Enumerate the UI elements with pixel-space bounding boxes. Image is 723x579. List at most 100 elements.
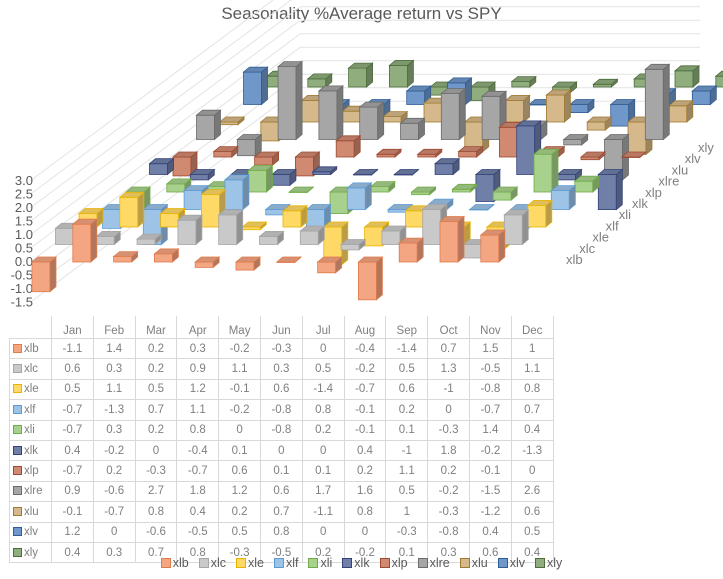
y-tick-label: 1.0 — [15, 227, 33, 242]
table-cell: 1.8 — [427, 439, 470, 462]
bar-xli-sep — [451, 183, 478, 193]
table-cell: 0.6 — [385, 378, 429, 401]
legend-swatch-icon — [417, 558, 428, 568]
gridline-side — [29, 100, 301, 303]
legend-item-xlu: xlu — [459, 556, 488, 570]
bar-xlk-feb — [189, 168, 216, 181]
gridline-side — [29, 0, 293, 195]
bar-xlp-may — [335, 134, 362, 158]
table-cell: 0 — [301, 439, 345, 462]
table-cell: -0.3 — [427, 419, 470, 441]
legend-item-xlv: xlv — [497, 556, 525, 570]
bar-xlk-dec — [597, 168, 624, 211]
table-cell: 0.4 — [468, 521, 512, 543]
table-cell: 0.6 — [259, 378, 303, 401]
bar-xlre-feb — [236, 133, 263, 157]
table-cell: -0.4 — [176, 439, 220, 462]
bar-xlb-aug — [316, 256, 343, 274]
table-cell: 1.2 — [51, 521, 94, 543]
table-cell: -1.1 — [301, 501, 345, 523]
table-cell: -0.1 — [468, 460, 512, 482]
table-header-nov: Nov — [468, 316, 512, 339]
table-cell: -0.7 — [51, 419, 94, 441]
bar-xly-dec — [714, 70, 723, 88]
table-cell: 0 — [259, 439, 303, 462]
bar-xlp-dec — [620, 151, 647, 159]
bar-xlb-sep — [357, 256, 384, 301]
table-header-apr: Apr — [176, 316, 220, 339]
bar-xlv-sep — [568, 98, 596, 114]
table-cell: 0.8 — [176, 541, 220, 564]
table-cell: 0.2 — [301, 419, 345, 441]
bar-xlb-jul — [275, 256, 302, 264]
bar-xlp-nov — [579, 151, 607, 161]
table-cell: -0.3 — [259, 337, 303, 360]
table-cell: 0.5 — [301, 358, 345, 380]
legend-swatch-icon — [236, 558, 246, 568]
table-cell: -0.7 — [92, 501, 136, 523]
table-cell: 1.8 — [176, 480, 220, 503]
legend-item-xlf: xlf — [273, 556, 298, 570]
bars — [30, 59, 723, 301]
bar-xlre-may — [358, 101, 385, 141]
gridline-side — [29, 6, 301, 209]
table-cell: -0.2 — [468, 439, 512, 462]
y-tick-label: -1.5 — [11, 295, 33, 310]
table-cell: 1.1 — [218, 358, 261, 380]
bar-xlc-aug — [339, 238, 367, 251]
table-cell: -1.3 — [510, 439, 554, 462]
table-header-oct: Oct — [427, 316, 470, 339]
table-row-label: xlv — [9, 521, 52, 543]
legend-item-xli: xli — [308, 556, 332, 570]
table-cell: 0 — [301, 337, 345, 360]
legend-swatch-icon — [308, 558, 319, 568]
table-cell: -0.2 — [92, 439, 136, 462]
legend-key-icon — [13, 527, 22, 537]
y-tick-label: 2.0 — [15, 200, 33, 215]
bar-xle-jun — [281, 204, 309, 228]
bar-xlc-mar — [135, 233, 163, 246]
table-header-dec: Dec — [510, 316, 554, 339]
table-cell: 0 — [343, 521, 387, 543]
bar-xlre-jan — [195, 109, 222, 141]
depth-label-xlk: xlk — [632, 196, 648, 211]
table-cell: 0 — [427, 399, 470, 421]
bar-xlk-jun — [352, 168, 379, 176]
bar-xli-aug — [410, 186, 437, 196]
table-cell: 0.5 — [385, 358, 429, 380]
bar-xlk-may — [311, 165, 338, 176]
table-cell: 1.4 — [468, 419, 512, 441]
legend-item-xlre: xlre — [417, 556, 450, 570]
legend-key-icon — [13, 547, 22, 557]
bar-xlk-apr — [270, 168, 298, 187]
y-tick-label: 1.5 — [15, 214, 33, 229]
table-row-label: xlc — [9, 358, 52, 380]
depth-label-xlc: xlc — [579, 241, 595, 256]
depth-label-xlp: xlp — [645, 185, 662, 200]
depth-label-xlv: xlv — [685, 151, 701, 166]
table-cell: 0.4 — [51, 439, 94, 462]
legend-item-xlp: xlp — [379, 556, 408, 570]
table-row-label: xlre — [9, 480, 52, 503]
table-cell: -0.3 — [218, 541, 261, 564]
legend-item-xlc: xlc — [198, 556, 226, 570]
table-cell: 1.3 — [427, 358, 470, 380]
legend-swatch-icon — [342, 558, 353, 568]
table-row: xly 0.4 0.3 0.7 0.8 -0.3 -0.5 0.2 -0.2 0.1 0.3 0.6 0… — [9, 541, 554, 564]
table-cell: 2.6 — [510, 480, 554, 503]
table-cell: 0.1 — [218, 439, 261, 462]
table-row-label: xly — [9, 541, 52, 564]
table-row-label: xli — [9, 419, 52, 441]
bar-xlb-oct — [398, 237, 425, 263]
depth-label-xlre: xlre — [658, 174, 679, 189]
table-cell: 0.9 — [51, 480, 94, 503]
table-cell: 0.6 — [510, 501, 554, 523]
legend-swatch-icon — [459, 558, 470, 568]
table-cell: -0.8 — [427, 521, 470, 543]
legend-item-xly: xly — [534, 556, 562, 570]
bar-xlc-jul — [299, 225, 326, 246]
table-row-label: xle — [9, 378, 52, 401]
bar-xlre-jul — [440, 87, 467, 141]
bar-xlre-apr — [317, 85, 345, 141]
table-row-label: xlb — [9, 337, 52, 360]
